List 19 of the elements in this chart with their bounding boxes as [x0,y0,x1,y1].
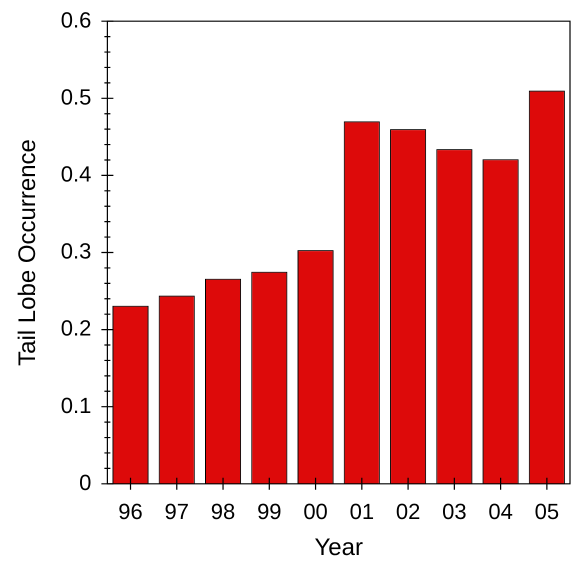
x-tick-label: 98 [210,499,236,524]
x-tick-label: 03 [442,499,467,524]
y-tick-label: 0.4 [60,161,92,186]
y-tick-label: 0.2 [60,316,92,341]
x-tick-label: 99 [257,499,282,524]
x-tick-label: 04 [488,499,513,524]
x-tick-label: 01 [350,499,374,524]
x-tick-label: 02 [396,499,420,524]
x-axis-title: Year [314,534,363,562]
y-tick-label: 0.5 [60,84,92,110]
x-tick-label: 05 [534,499,560,524]
y-tick-label: 0.6 [60,7,92,32]
y-axis-title: Tail Lobe Occurrence [14,139,42,366]
y-tick-label: 0.1 [60,392,92,418]
x-tick-label: 97 [164,499,190,524]
x-tick-label: 96 [118,499,143,524]
y-tick-label: 0 [79,470,92,495]
x-tick-label: 00 [303,499,328,524]
y-tick-label: 0.3 [60,238,92,264]
